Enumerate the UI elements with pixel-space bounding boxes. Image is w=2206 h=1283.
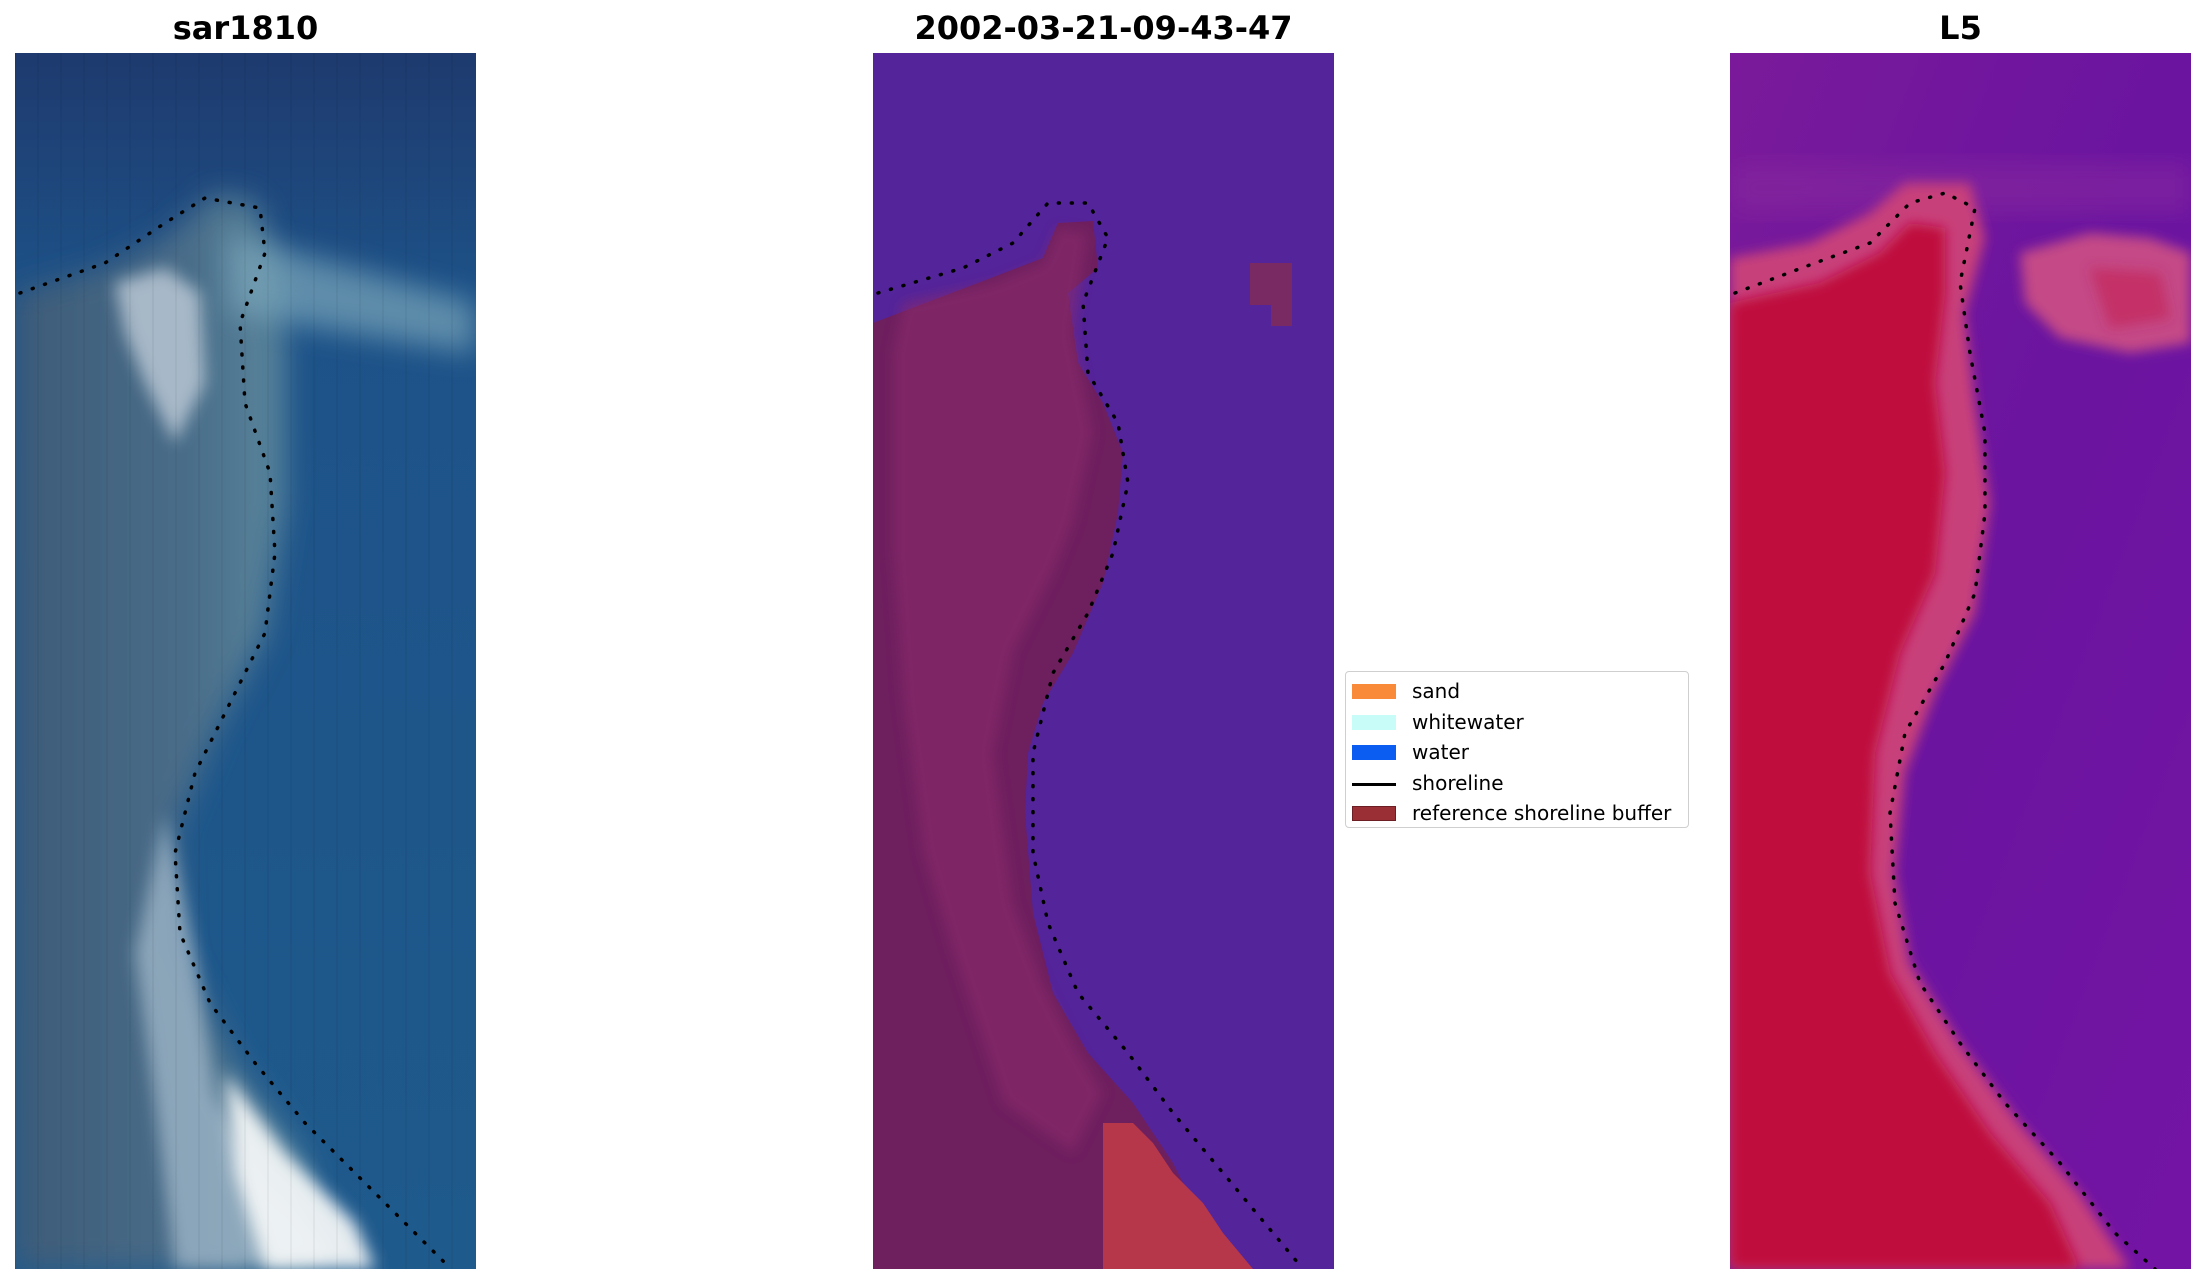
legend-item-buffer: reference shoreline buffer	[1346, 798, 1688, 829]
legend-item-water: water	[1346, 737, 1688, 768]
classification-panel	[873, 53, 1334, 1269]
legend-swatch-water	[1352, 745, 1396, 760]
index-panel	[1730, 53, 2191, 1269]
panel-title-index: L5	[1939, 9, 1982, 47]
legend-label-shoreline: shoreline	[1412, 770, 1504, 795]
legend: sand whitewater water shoreline referenc…	[1345, 671, 1689, 828]
index-image	[1730, 53, 2191, 1269]
legend-label-water: water	[1412, 740, 1469, 764]
legend-item-whitewater: whitewater	[1346, 707, 1688, 738]
panel-title-classification: 2002-03-21-09-43-47	[914, 9, 1293, 47]
legend-item-sand: sand	[1346, 676, 1688, 707]
panel-title-rgb: sar1810	[172, 9, 319, 47]
legend-label-buffer: reference shoreline buffer	[1412, 801, 1672, 825]
legend-label-sand: sand	[1412, 679, 1461, 703]
legend-swatch-whitewater	[1352, 714, 1396, 730]
legend-swatch-sand	[1352, 684, 1396, 699]
classification-image	[873, 53, 1334, 1269]
legend-label-whitewater: whitewater	[1412, 709, 1524, 734]
rgb-image-panel	[15, 53, 476, 1269]
legend-swatch-buffer	[1352, 806, 1396, 821]
rgb-satellite-image	[15, 53, 476, 1269]
legend-item-shoreline: shoreline	[1346, 768, 1688, 799]
legend-line-shoreline	[1352, 782, 1396, 786]
